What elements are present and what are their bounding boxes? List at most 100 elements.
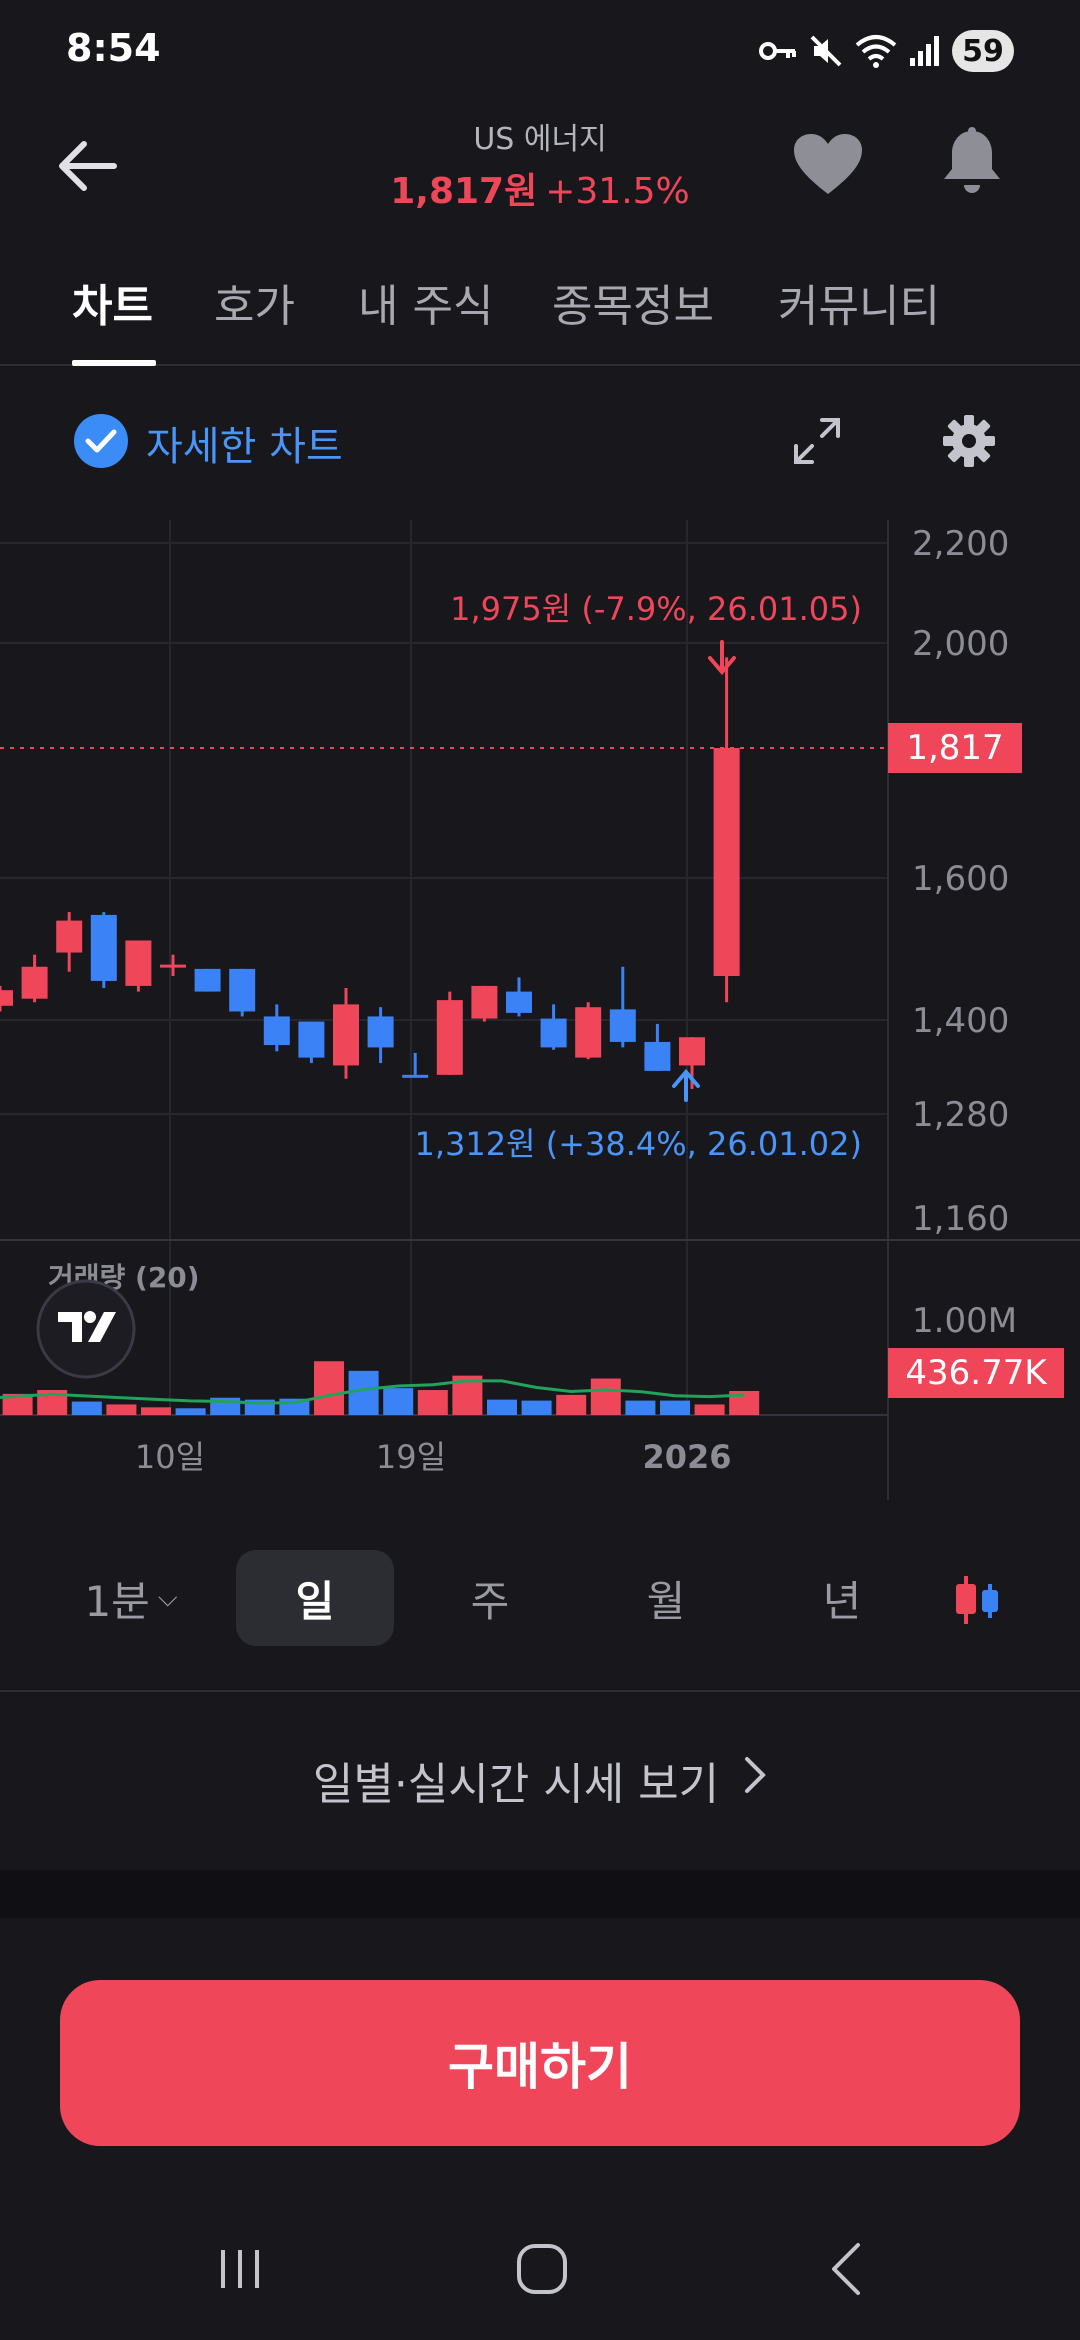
candle	[471, 985, 498, 1022]
candlestick-chart[interactable]: 2,200 2,000 1,600 1,400 1,280 1,160 1,81…	[0, 500, 1080, 1500]
candle	[0, 985, 13, 1012]
candle-body	[402, 1074, 429, 1078]
candle-body	[56, 920, 83, 953]
mute-icon	[808, 33, 844, 69]
detail-chart-label[interactable]: 자세한 차트	[146, 424, 343, 470]
daily-realtime-label: 일별·실시간 시세 보기	[312, 1759, 720, 1810]
check-icon	[85, 429, 117, 453]
volume-bars	[0, 1361, 760, 1415]
recent-apps-button[interactable]	[200, 2234, 280, 2304]
tab-orderbook[interactable]: 호가	[214, 281, 295, 332]
candle	[713, 657, 740, 1003]
tradingview-logo[interactable]	[36, 1279, 136, 1379]
alert-button[interactable]	[930, 120, 1014, 204]
candle-body	[21, 966, 48, 999]
volume-bar	[556, 1394, 587, 1415]
timeframe-year[interactable]: 년	[822, 1576, 862, 1626]
battery-icon: 59	[952, 30, 1014, 72]
key-icon	[758, 36, 798, 66]
tab-my-stock[interactable]: 내 주식	[358, 281, 494, 332]
volume-bar	[71, 1401, 102, 1415]
candle	[644, 1023, 671, 1071]
candlestick-icon	[956, 1576, 998, 1624]
low-annotation: 1,312원 (+38.4%, 26.01.02)	[414, 1125, 862, 1163]
timeframe-week[interactable]: 주	[470, 1576, 510, 1626]
candle	[229, 968, 256, 1017]
candle-body	[0, 990, 13, 1006]
candle	[333, 988, 359, 1079]
candle-body	[436, 1000, 463, 1075]
arrow-left-icon	[59, 141, 117, 191]
candle	[125, 940, 152, 992]
favorite-button[interactable]	[786, 122, 870, 206]
candle	[506, 977, 532, 1017]
candle-body	[540, 1018, 567, 1048]
candle	[609, 966, 636, 1048]
candle	[575, 1002, 602, 1060]
price-tick-2200: 2,200	[912, 524, 1009, 564]
candle-body	[644, 1041, 671, 1071]
volume-bar	[660, 1400, 690, 1415]
high-annotation: 1,975원 (-7.9%, 26.01.05)	[450, 590, 862, 628]
system-back-button[interactable]	[806, 2234, 886, 2304]
candle-body	[90, 914, 117, 981]
stock-change: +31.5%	[545, 171, 690, 212]
tab-chart[interactable]: 차트	[72, 281, 153, 332]
chart-settings-button[interactable]	[940, 412, 998, 470]
candle	[263, 1004, 290, 1052]
back-button[interactable]	[48, 128, 124, 204]
candle	[90, 912, 117, 989]
expand-icon	[794, 418, 840, 464]
candle-body	[194, 968, 221, 992]
price-tick-2000: 2,000	[912, 624, 1009, 664]
active-tab-indicator	[72, 360, 156, 366]
status-icons: 59	[758, 28, 1014, 74]
status-time: 8:54	[66, 26, 161, 70]
low-arrow-icon	[672, 1068, 700, 1102]
tab-community[interactable]: 커뮤니티	[778, 281, 940, 332]
current-volume-badge	[888, 1348, 1064, 1398]
detail-chart-checkbox[interactable]	[74, 414, 128, 468]
home-button[interactable]	[502, 2234, 582, 2304]
chart-type-button[interactable]	[950, 1572, 1006, 1628]
candle	[194, 968, 221, 992]
daily-realtime-link[interactable]: 일별·실시간 시세 보기	[0, 1700, 1080, 1860]
timeframe-month[interactable]: 월	[646, 1576, 686, 1626]
signal-icon	[908, 34, 942, 68]
back-chevron-icon	[832, 2243, 860, 2295]
status-bar: 8:54	[0, 0, 1080, 100]
candle	[56, 912, 83, 972]
recent-apps-icon	[221, 2250, 259, 2288]
price-tick-1160: 1,160	[912, 1199, 1009, 1239]
detail-chart-row: 자세한 차트	[0, 400, 1080, 480]
candle-body	[713, 748, 740, 976]
fullscreen-button[interactable]	[790, 414, 844, 468]
timeframe-minute-dropdown[interactable]: 1분 ⌵	[66, 1550, 196, 1646]
timeframe-day[interactable]: 일	[236, 1550, 394, 1646]
x-tick-10: 10일	[135, 1438, 205, 1476]
high-arrow-icon	[708, 640, 736, 676]
candle	[21, 954, 48, 1003]
candle-body	[125, 940, 152, 986]
chevron-right-icon	[743, 1755, 767, 1806]
price-tick-1400: 1,400	[912, 1001, 1009, 1041]
stock-price: 1,817원	[390, 171, 538, 212]
volume-bar	[141, 1407, 171, 1415]
candle-body	[575, 1007, 602, 1058]
bell-icon	[944, 127, 1000, 193]
volume-bar	[487, 1399, 517, 1415]
volume-tick-1m: 1.00M	[912, 1301, 1017, 1341]
timeframe-minute-label: 1분	[84, 1576, 150, 1626]
volume-bar	[521, 1400, 552, 1415]
tab-stock-info[interactable]: 종목정보	[552, 281, 714, 332]
buy-button[interactable]: 구매하기	[60, 1980, 1020, 2146]
volume-bar	[383, 1388, 414, 1415]
candle	[298, 1021, 325, 1064]
candle	[160, 954, 186, 976]
candle-body	[506, 991, 532, 1013]
volume-bar	[2, 1393, 33, 1415]
price-candles	[0, 657, 740, 1089]
candle	[367, 1007, 394, 1064]
candle-body	[263, 1016, 290, 1046]
volume-bar	[314, 1361, 344, 1415]
